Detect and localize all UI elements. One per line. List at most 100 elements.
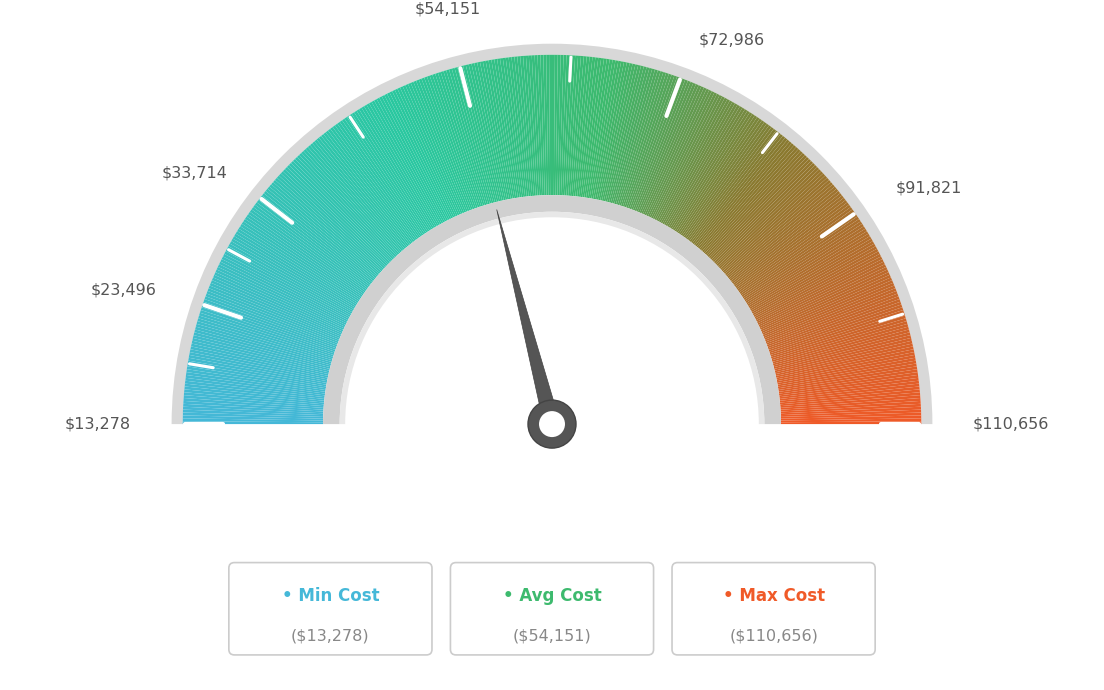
- Wedge shape: [560, 55, 566, 195]
- Wedge shape: [200, 310, 335, 355]
- Wedge shape: [773, 329, 910, 367]
- Wedge shape: [614, 68, 655, 204]
- Wedge shape: [747, 231, 869, 306]
- Wedge shape: [781, 395, 921, 408]
- Wedge shape: [601, 63, 633, 201]
- Wedge shape: [184, 381, 325, 399]
- Wedge shape: [261, 195, 372, 284]
- Wedge shape: [593, 61, 622, 199]
- Wedge shape: [724, 180, 831, 274]
- Wedge shape: [574, 57, 590, 197]
- Wedge shape: [262, 193, 373, 282]
- Wedge shape: [739, 209, 854, 293]
- Wedge shape: [222, 257, 348, 322]
- Wedge shape: [766, 293, 899, 345]
- Wedge shape: [216, 267, 344, 328]
- Wedge shape: [209, 286, 340, 339]
- Wedge shape: [667, 105, 740, 227]
- Wedge shape: [190, 346, 328, 377]
- Wedge shape: [587, 59, 613, 198]
- Wedge shape: [384, 94, 449, 220]
- Wedge shape: [477, 62, 508, 200]
- Wedge shape: [202, 304, 336, 352]
- Wedge shape: [195, 326, 331, 366]
- Wedge shape: [731, 193, 842, 282]
- Wedge shape: [619, 71, 664, 206]
- Wedge shape: [595, 61, 624, 199]
- Wedge shape: [224, 251, 350, 319]
- Wedge shape: [702, 145, 796, 253]
- Wedge shape: [679, 117, 760, 235]
- Wedge shape: [776, 352, 915, 381]
- Wedge shape: [471, 63, 503, 201]
- Wedge shape: [359, 108, 434, 229]
- Wedge shape: [189, 352, 328, 381]
- Wedge shape: [382, 95, 448, 221]
- Wedge shape: [546, 55, 550, 195]
- Wedge shape: [779, 381, 920, 399]
- Wedge shape: [532, 55, 541, 195]
- Wedge shape: [248, 212, 364, 294]
- Wedge shape: [203, 302, 336, 350]
- Wedge shape: [304, 149, 400, 255]
- Wedge shape: [749, 234, 870, 308]
- Wedge shape: [480, 61, 509, 199]
- Wedge shape: [781, 406, 921, 415]
- Wedge shape: [778, 372, 919, 393]
- Wedge shape: [330, 127, 416, 241]
- Wedge shape: [697, 138, 787, 248]
- Wedge shape: [514, 57, 530, 197]
- Wedge shape: [773, 326, 909, 366]
- Wedge shape: [713, 161, 814, 262]
- Wedge shape: [491, 59, 517, 198]
- Wedge shape: [767, 299, 901, 348]
- Wedge shape: [463, 65, 499, 202]
- Wedge shape: [733, 198, 846, 285]
- Wedge shape: [681, 119, 762, 236]
- Text: • Avg Cost: • Avg Cost: [502, 586, 602, 605]
- Wedge shape: [639, 83, 696, 213]
- Wedge shape: [509, 57, 527, 197]
- Wedge shape: [440, 71, 485, 206]
- Wedge shape: [771, 313, 905, 357]
- Wedge shape: [374, 99, 444, 224]
- Wedge shape: [386, 92, 452, 219]
- Wedge shape: [581, 58, 602, 197]
- Wedge shape: [183, 406, 323, 415]
- Wedge shape: [495, 59, 518, 198]
- Wedge shape: [779, 389, 920, 404]
- Polygon shape: [497, 210, 560, 442]
- Wedge shape: [372, 101, 442, 224]
- Wedge shape: [449, 68, 490, 204]
- Wedge shape: [709, 155, 807, 259]
- Wedge shape: [752, 244, 875, 314]
- Wedge shape: [628, 76, 677, 208]
- Wedge shape: [488, 60, 514, 199]
- Wedge shape: [285, 167, 388, 266]
- Wedge shape: [297, 155, 395, 259]
- Wedge shape: [293, 159, 393, 261]
- Wedge shape: [707, 151, 803, 256]
- Wedge shape: [604, 64, 638, 201]
- Wedge shape: [779, 384, 920, 401]
- Wedge shape: [171, 43, 933, 424]
- Wedge shape: [741, 214, 858, 295]
- Wedge shape: [563, 55, 572, 195]
- Wedge shape: [626, 75, 675, 208]
- Wedge shape: [234, 234, 355, 308]
- Wedge shape: [714, 163, 815, 264]
- Wedge shape: [613, 68, 652, 204]
- Wedge shape: [518, 56, 532, 196]
- Wedge shape: [237, 228, 358, 304]
- Wedge shape: [335, 124, 418, 239]
- Wedge shape: [418, 79, 471, 210]
- Wedge shape: [781, 392, 920, 406]
- Wedge shape: [660, 99, 730, 224]
- Wedge shape: [779, 378, 919, 397]
- Wedge shape: [342, 119, 423, 236]
- Wedge shape: [253, 205, 368, 290]
- Wedge shape: [252, 207, 367, 291]
- Wedge shape: [482, 61, 511, 199]
- Wedge shape: [283, 169, 386, 267]
- Wedge shape: [219, 262, 347, 325]
